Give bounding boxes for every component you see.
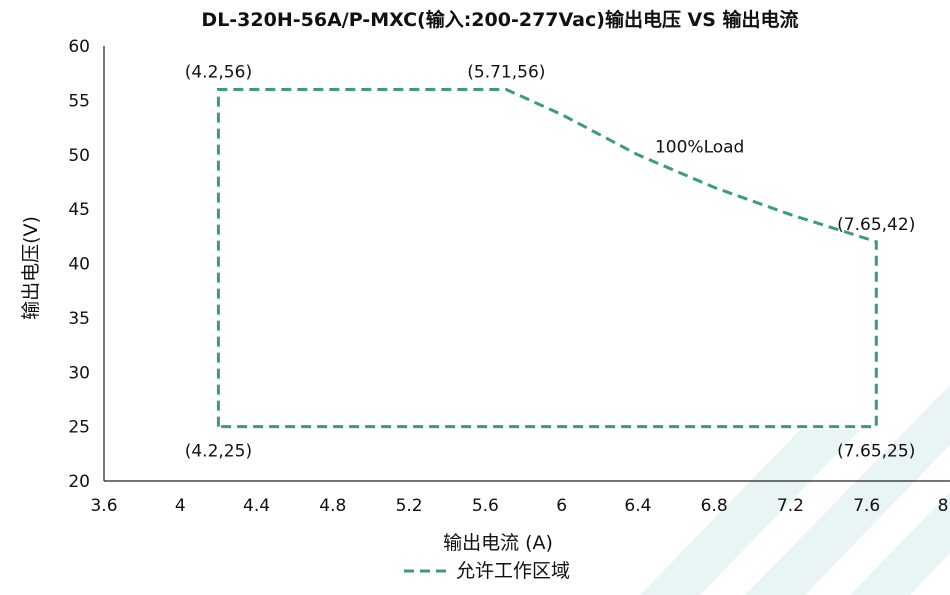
x-tick-label: 6 <box>556 496 567 516</box>
y-tick-label: 60 <box>68 37 90 57</box>
x-tick-label: 6.8 <box>701 496 728 516</box>
point-label: (7.65,25) <box>837 442 915 462</box>
x-tick-label: 5.6 <box>472 496 499 516</box>
point-label: (7.65,42) <box>837 215 915 235</box>
watermark-stripe <box>850 492 950 595</box>
y-tick-label: 45 <box>68 200 90 220</box>
series-line <box>216 88 878 429</box>
point-label: (5.71,56) <box>467 63 545 83</box>
series-layer <box>216 88 878 429</box>
legend-label: 允许工作区域 <box>456 560 570 582</box>
y-tick-label: 20 <box>68 472 90 492</box>
chart-title: DL-320H-56A/P-MXC(输入:200-277Vac)输出电压 VS … <box>201 8 798 31</box>
y-tick-label: 35 <box>68 309 90 329</box>
x-tick-label: 4 <box>175 496 186 516</box>
x-axis-label: 输出电流 (A) <box>443 532 553 554</box>
point-label: (4.2,25) <box>185 442 252 462</box>
y-axis-label: 输出电压(V) <box>20 216 42 320</box>
x-tick-label: 4.4 <box>243 496 270 516</box>
annotations: (4.2,56) (5.71,56) 100%Load (7.65,42) (4.2,2… <box>185 63 916 462</box>
x-tick-label: 4.8 <box>319 496 346 516</box>
x-tick-label: 3.6 <box>90 496 117 516</box>
x-tick-label: 6.4 <box>624 496 651 516</box>
x-tick-label: 8 <box>938 496 949 516</box>
point-label: (4.2,56) <box>185 63 252 83</box>
tick-labels: 3.6 4 4.4 4.8 5.2 5.6 6 6.4 6.8 7.2 7.6 8 20 25 30 35 40… <box>68 37 948 516</box>
x-tick-label: 7.2 <box>777 496 804 516</box>
y-tick-label: 50 <box>68 146 90 166</box>
y-tick-label: 25 <box>68 418 90 438</box>
chart-axes <box>103 46 950 482</box>
y-tick-label: 40 <box>68 255 90 275</box>
x-tick-label: 5.2 <box>396 496 423 516</box>
point-label: 100%Load <box>655 138 744 158</box>
y-tick-label: 55 <box>68 91 90 111</box>
watermark-stripe <box>640 430 860 595</box>
watermark-stripe <box>745 385 950 595</box>
chart-legend: 允许工作区域 <box>404 560 570 582</box>
y-tick-label: 30 <box>68 363 90 383</box>
x-tick-label: 7.6 <box>853 496 880 516</box>
watermark-logo <box>640 385 950 595</box>
